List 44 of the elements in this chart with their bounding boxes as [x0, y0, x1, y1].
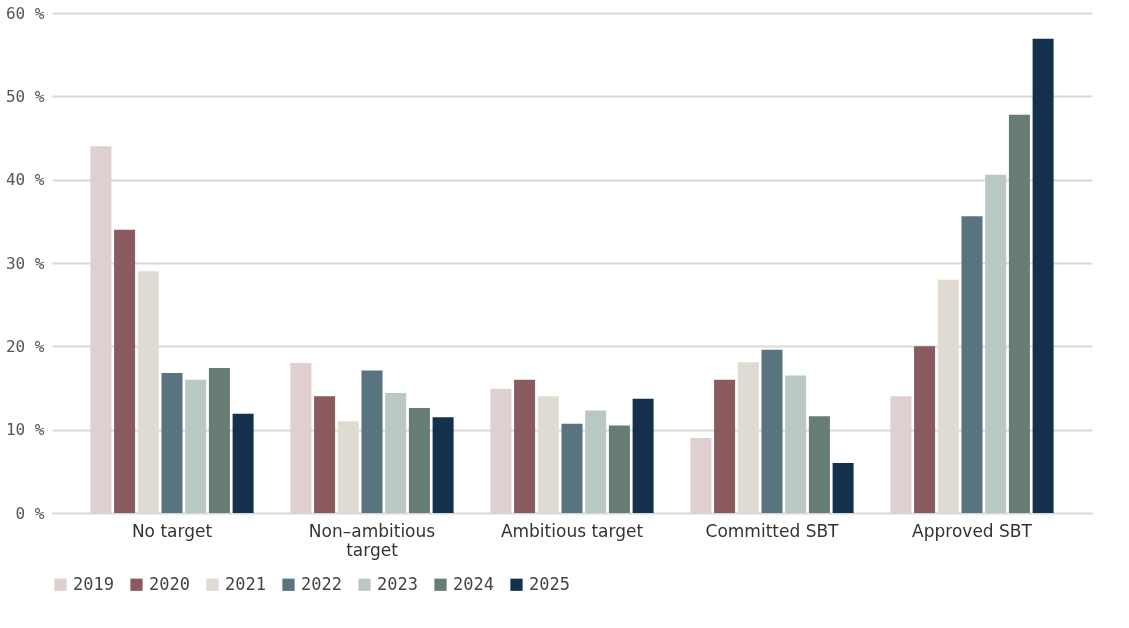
y-tick-label: 40 % — [5, 170, 45, 190]
bar — [314, 396, 336, 513]
legend-label: 2021 — [225, 573, 266, 594]
bar — [761, 349, 783, 513]
bar — [114, 229, 136, 513]
bar — [914, 346, 936, 513]
bar — [208, 368, 230, 513]
y-tick-label: 20 % — [5, 336, 45, 356]
x-tick-label: Approved SBT — [912, 520, 1033, 541]
bar — [514, 379, 536, 513]
legend-label: 2022 — [301, 573, 342, 594]
legend-label: 2024 — [453, 573, 494, 594]
bar — [1032, 38, 1054, 513]
y-tick-label: 30 % — [5, 253, 45, 273]
x-tick-label: Ambitious target — [500, 520, 644, 541]
legend-label: 2019 — [73, 573, 114, 594]
y-tick-label: 60 % — [5, 3, 45, 23]
bar — [385, 393, 407, 513]
bar — [561, 423, 583, 513]
bar — [632, 398, 654, 513]
bar — [185, 379, 207, 513]
bar — [608, 425, 630, 513]
bar — [432, 417, 454, 513]
bar — [985, 174, 1007, 513]
y-tick-label: 10 % — [5, 420, 45, 440]
bar — [714, 379, 736, 513]
x-tick-label: Non–ambitious target — [308, 520, 436, 560]
legend-label: 2023 — [377, 573, 418, 594]
x-tick-label: Committed SBT — [705, 520, 840, 541]
x-tick-label: No target — [131, 520, 213, 541]
bar — [408, 408, 430, 513]
bar — [1008, 114, 1030, 513]
bar — [785, 375, 807, 513]
bar — [585, 410, 607, 513]
y-tick-label: 50 % — [5, 86, 45, 106]
legend-label: 2020 — [149, 573, 190, 594]
legend-label: 2025 — [529, 573, 570, 594]
bar — [161, 373, 183, 513]
bar — [232, 413, 254, 513]
y-tick-label: 0 % — [15, 503, 45, 523]
bar — [961, 216, 983, 513]
bar — [832, 463, 854, 513]
bar — [361, 370, 383, 513]
bar — [808, 416, 830, 513]
